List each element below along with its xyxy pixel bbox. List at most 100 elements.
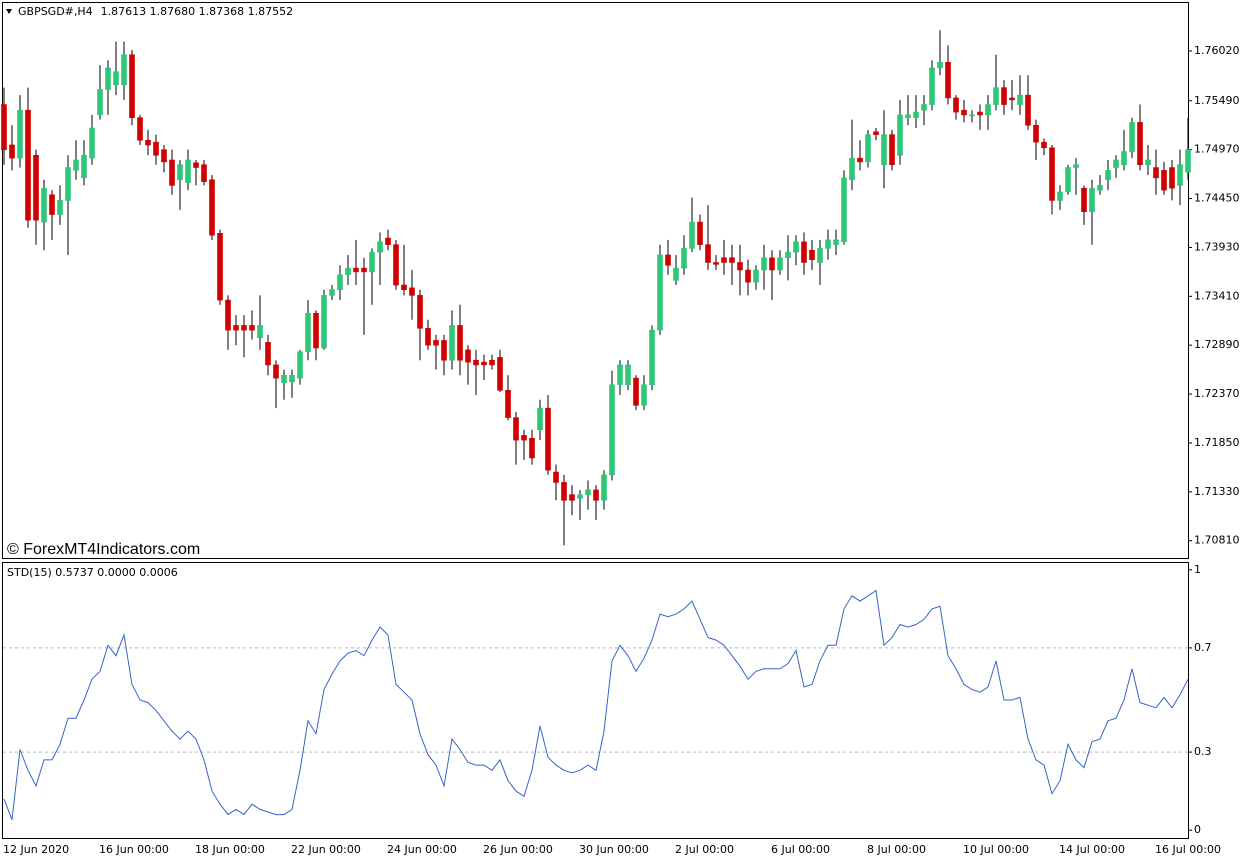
y-tick-label: 1.73930 (1194, 240, 1240, 253)
candle-body (249, 325, 255, 331)
y-tick-label: 1.76020 (1194, 44, 1240, 57)
candle-body (489, 359, 495, 366)
candle-body (289, 374, 295, 383)
candle-body (641, 384, 647, 406)
candle-body (705, 244, 711, 263)
x-tick-label: 8 Jul 00:00 (867, 843, 926, 856)
watermark: © ForexMT4Indicators.com (7, 541, 200, 558)
y-tick-label: 1.72370 (1194, 387, 1240, 400)
indicator-title: STD(15) 0.5737 0.0000 0.0006 (7, 566, 178, 579)
candle-body (497, 357, 503, 391)
candle-body (241, 325, 247, 331)
x-tick-label: 24 Jun 00:00 (387, 843, 457, 856)
candle-body (201, 164, 207, 182)
candle-body (1129, 122, 1135, 152)
symbol: GBPSGD#,H4 (18, 5, 93, 18)
candle-body (857, 157, 863, 163)
candle-body (369, 251, 375, 273)
candle-body (257, 325, 263, 338)
candle-body (721, 257, 727, 263)
candle-body (1049, 147, 1055, 201)
candle-body (1097, 185, 1103, 191)
candle-body (881, 134, 887, 166)
candle-body (697, 221, 703, 245)
candle-body (929, 67, 935, 105)
x-tick-label: 2 Jul 00:00 (675, 843, 734, 856)
candle-body (1, 104, 7, 150)
candle-body (281, 374, 287, 384)
candle-body (305, 312, 311, 353)
y-tick-label: 0.7 (1194, 641, 1212, 654)
x-tick-label: 16 Jun 00:00 (99, 843, 169, 856)
candle-body (737, 262, 743, 271)
candle-body (753, 269, 759, 283)
candle-body (361, 267, 367, 273)
candle-body (985, 104, 991, 116)
candle-body (145, 139, 151, 146)
y-tick-label: 1.73410 (1194, 289, 1240, 302)
candle-body (529, 437, 535, 459)
candle-body (65, 167, 71, 201)
candle-body (545, 407, 551, 471)
candle-body (977, 111, 983, 116)
y-tick-label: 1.72890 (1194, 338, 1240, 351)
x-tick-label: 12 Jun 2020 (3, 843, 69, 856)
candle-body (993, 87, 999, 105)
candle-body (865, 134, 871, 163)
candle-body (689, 221, 695, 249)
candle-body (945, 61, 951, 99)
candle-body (569, 494, 575, 501)
std-line (3, 589, 1189, 820)
y-tick-label: 1.71330 (1194, 485, 1240, 498)
candle-body (681, 248, 687, 269)
candle-body (1113, 159, 1119, 168)
candle-body (713, 262, 719, 265)
candle-body (89, 127, 95, 159)
candle-body (25, 109, 31, 221)
candle-body (1121, 151, 1127, 166)
x-tick-label: 18 Jun 00:00 (195, 843, 265, 856)
candle-body (137, 117, 143, 141)
y-tick-label: 1.71850 (1194, 436, 1240, 449)
candle-body (441, 340, 447, 361)
candle-body (73, 159, 79, 171)
y-tick-label: 1 (1194, 563, 1201, 576)
candle-body (649, 329, 655, 385)
candle-body (433, 340, 439, 346)
candle-body (345, 267, 351, 275)
candle-body (425, 327, 431, 346)
candle-body (225, 299, 231, 331)
candle-body (273, 364, 279, 379)
y-tick-label: 1.74970 (1194, 143, 1240, 156)
candle-body (41, 187, 47, 223)
candle-body (921, 104, 927, 111)
candle-body (1153, 167, 1159, 179)
price-panel (2, 2, 1189, 559)
x-tick-label: 10 Jul 00:00 (963, 843, 1029, 856)
candle-body (513, 417, 519, 441)
candle-body (409, 287, 415, 296)
candle-body (585, 489, 591, 495)
candle-body (937, 61, 943, 69)
candle-body (825, 239, 831, 249)
candle-body (913, 111, 919, 119)
x-tick-label: 30 Jun 00:00 (579, 843, 649, 856)
candle-body (505, 390, 511, 418)
x-tick-label: 26 Jun 00:00 (483, 843, 553, 856)
menu-arrow[interactable] (6, 9, 12, 14)
candle-body (353, 267, 359, 273)
candle-body (313, 312, 319, 349)
candle-body (401, 284, 407, 291)
candle-body (481, 361, 487, 366)
candle-body (449, 325, 455, 361)
candle-body (897, 114, 903, 156)
candle-body (817, 248, 823, 263)
candle-body (81, 155, 87, 179)
candle-body (33, 155, 39, 221)
candle-body (1057, 191, 1063, 201)
y-tick-label: 1.75490 (1194, 94, 1240, 107)
candle-body (57, 200, 63, 215)
candle-body (1081, 187, 1087, 213)
candle-body (609, 384, 615, 476)
candle-body (873, 131, 879, 135)
